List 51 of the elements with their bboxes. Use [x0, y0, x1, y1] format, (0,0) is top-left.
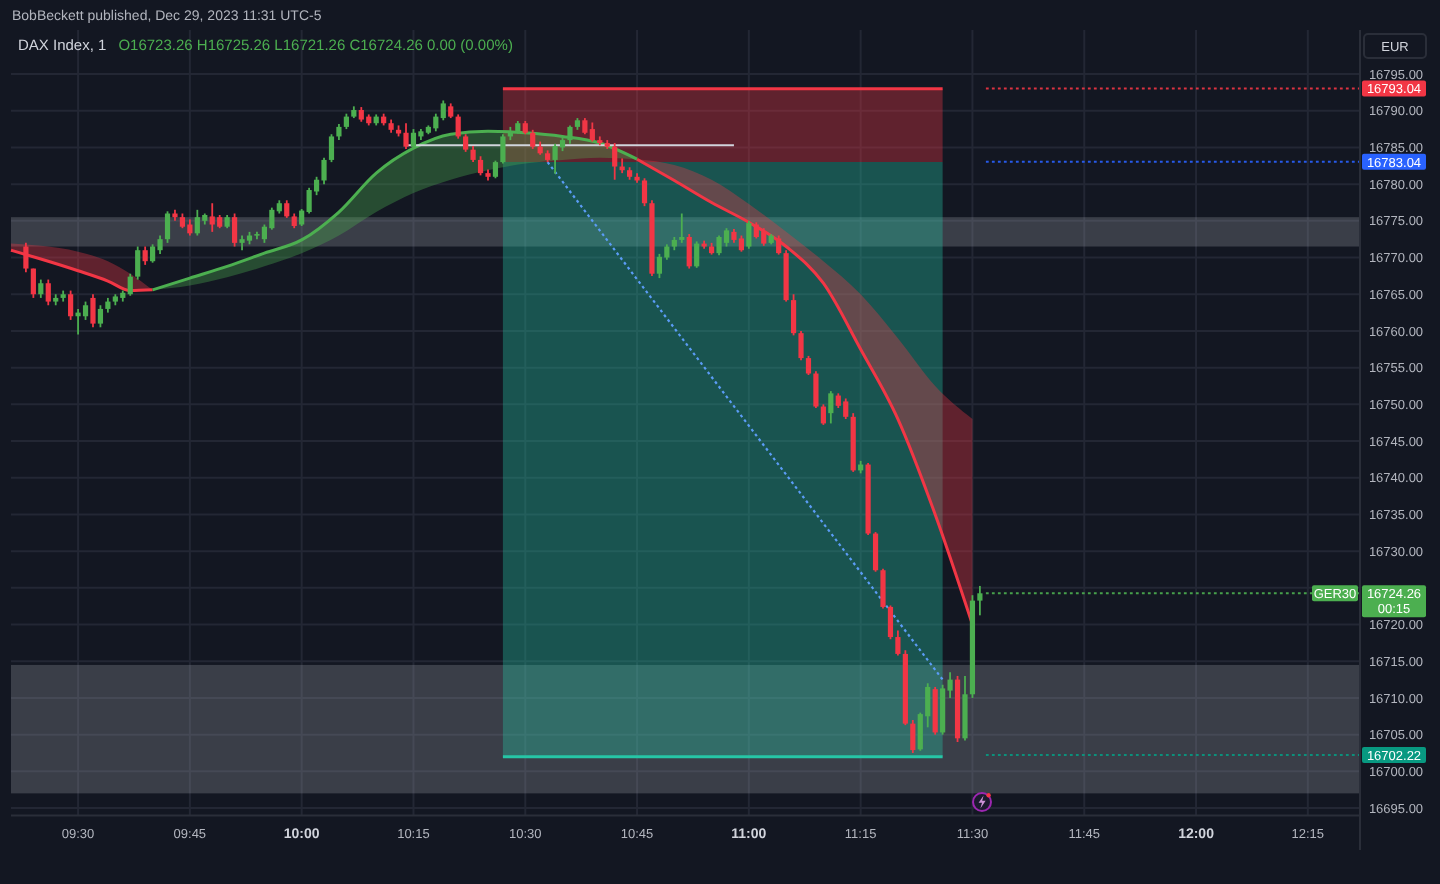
- candlestick: [798, 330, 804, 362]
- candlestick: [45, 278, 51, 307]
- candlestick: [194, 208, 200, 237]
- candlestick: [783, 249, 789, 303]
- candlestick: [940, 683, 946, 736]
- candlestick: [38, 278, 44, 299]
- candlestick: [828, 390, 834, 425]
- candlestick: [150, 243, 156, 264]
- candlestick: [455, 113, 461, 140]
- candlestick: [746, 219, 752, 250]
- candlestick: [880, 567, 886, 610]
- candlestick: [589, 121, 595, 143]
- candlestick: [75, 308, 81, 336]
- candlestick: [231, 212, 238, 248]
- candlestick: [403, 122, 409, 150]
- candlestick: [932, 686, 938, 736]
- candlestick: [790, 293, 797, 337]
- candlestick: [723, 227, 730, 248]
- candlestick: [68, 289, 74, 321]
- candlestick: [776, 234, 782, 256]
- candlestick: [686, 233, 692, 270]
- candlestick: [694, 240, 700, 269]
- candlestick: [321, 156, 327, 186]
- candlestick: [157, 234, 163, 255]
- candlestick: [552, 142, 558, 175]
- candlestick: [641, 177, 648, 208]
- candlestick: [440, 99, 446, 122]
- candlestick: [910, 719, 916, 754]
- candlestick: [656, 252, 663, 279]
- candlestick: [127, 272, 133, 297]
- candlestick: [805, 355, 812, 376]
- candlestick: [530, 128, 536, 150]
- candlestick: [612, 142, 618, 181]
- candlestick: [977, 585, 983, 617]
- candlestick: [962, 675, 968, 742]
- candlestick: [164, 210, 171, 244]
- candlestick: [30, 267, 36, 299]
- candlestick: [90, 293, 96, 329]
- candlestick: [477, 155, 484, 177]
- candlestick: [82, 300, 89, 321]
- candlestick: [328, 133, 335, 164]
- candlestick: [209, 202, 215, 233]
- candlestick: [142, 245, 148, 266]
- candlestick: [716, 234, 722, 257]
- candlestick: [843, 397, 849, 420]
- candlestick: [269, 206, 275, 231]
- candlestick: [135, 245, 141, 281]
- candlestick: [679, 212, 685, 244]
- candlestick: [887, 604, 894, 641]
- candlestick: [872, 531, 879, 573]
- candlestick: [97, 304, 104, 329]
